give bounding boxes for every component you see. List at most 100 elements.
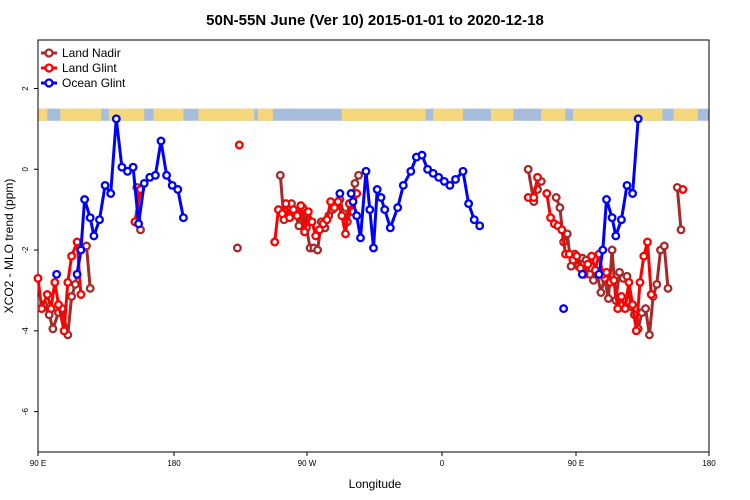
- land-band-segment: [490, 108, 514, 121]
- y-tick-label: 0: [21, 166, 30, 171]
- data-point-ocean-glint: [602, 195, 611, 204]
- data-point-land-nadir: [596, 288, 606, 297]
- data-point-ocean-glint: [611, 231, 621, 241]
- data-point-land-nadir: [551, 193, 561, 202]
- data-point-ocean-glint: [451, 174, 460, 184]
- data-point-ocean-glint: [139, 178, 149, 188]
- land-band-segment: [257, 108, 273, 121]
- axes: 90 E 180 90 W 0 90 E 180 -6 -4 -2 0 2: [21, 86, 716, 468]
- data-point-land-nadir: [67, 292, 77, 301]
- land-ocean-band: [38, 108, 709, 121]
- series-line-ocean-glint: [75, 117, 185, 275]
- land-band-segment: [153, 108, 184, 121]
- data-point-land-glint: [37, 304, 47, 314]
- data-point-land-glint: [631, 326, 641, 336]
- data-point-land-glint: [602, 267, 611, 277]
- data-point-ocean-glint: [380, 205, 390, 215]
- data-point-ocean-glint: [406, 166, 416, 176]
- data-point-land-glint: [54, 300, 63, 310]
- data-point-land-glint: [572, 251, 582, 261]
- data-point-land-nadir: [615, 267, 624, 277]
- legend-label-ocean-glint: Ocean Glint: [62, 76, 126, 90]
- data-point-land-glint: [546, 213, 556, 223]
- data-point-land-nadir: [85, 283, 95, 293]
- data-point-land-nadir: [294, 221, 304, 231]
- series-line-land-nadir: [675, 187, 683, 230]
- plot-frame: [37, 39, 710, 453]
- data-point-land-nadir: [641, 304, 651, 314]
- data-point-land-glint: [341, 229, 350, 239]
- legend-marker-land-glint: [44, 63, 54, 73]
- data-point-ocean-glint: [173, 185, 183, 194]
- data-point-land-glint: [270, 237, 280, 247]
- data-point-land-nadir: [232, 243, 242, 253]
- data-point-land-glint: [624, 277, 634, 287]
- data-point-land-glint: [307, 217, 317, 227]
- data-point-ocean-glint: [398, 180, 408, 190]
- legend-marker-ocean-glint: [44, 78, 54, 88]
- data-point-ocean-glint: [393, 203, 403, 213]
- data-point-land-glint: [337, 211, 347, 221]
- data-point-ocean-glint: [80, 195, 90, 204]
- y-axis-label: XCO2 - MLO trend (ppm): [2, 179, 16, 314]
- data-point-land-nadir: [82, 241, 91, 251]
- data-point-ocean-glint: [385, 223, 395, 233]
- data-point-land-nadir: [354, 170, 364, 180]
- data-point-ocean-glint: [346, 189, 356, 198]
- data-point-land-glint: [46, 304, 56, 314]
- data-point-ocean-glint: [365, 205, 375, 215]
- data-point-land-glint: [678, 185, 688, 194]
- data-point-ocean-glint: [607, 213, 617, 223]
- data-point-ocean-glint: [76, 245, 86, 255]
- land-band-segment: [38, 108, 48, 121]
- chart-title: 50N-55N June (Ver 10) 2015-01-01 to 2020…: [206, 12, 544, 29]
- data-point-land-glint: [42, 290, 52, 299]
- x-tick-label: 90 E: [30, 459, 46, 468]
- data-point-land-glint: [288, 205, 298, 215]
- data-point-ocean-glint: [372, 185, 382, 194]
- data-point-ocean-glint: [356, 233, 365, 243]
- data-point-ocean-glint: [628, 189, 638, 198]
- data-point-ocean-glint: [423, 164, 433, 174]
- land-band-segment: [198, 108, 255, 121]
- data-point-land-glint: [533, 172, 542, 182]
- data-point-ocean-glint: [123, 166, 132, 176]
- x-tick-label: 180: [702, 459, 716, 468]
- data-point-ocean-glint: [469, 215, 479, 225]
- data-point-ocean-glint: [348, 197, 358, 207]
- data-point-land-glint: [542, 189, 552, 198]
- data-point-land-glint: [50, 277, 60, 287]
- data-point-land-nadir: [659, 241, 669, 251]
- data-point-land-glint: [322, 215, 332, 225]
- x-tick-label: 0: [440, 459, 445, 468]
- data-point-ocean-glint: [117, 162, 127, 172]
- data-point-land-glint: [63, 277, 73, 287]
- data-point-land-nadir: [676, 225, 686, 235]
- data-point-ocean-glint: [352, 211, 362, 221]
- data-point-land-nadir: [48, 324, 58, 334]
- data-point-land-glint: [587, 251, 597, 261]
- data-point-land-glint: [59, 326, 69, 336]
- data-point-land-nadir: [523, 164, 533, 174]
- data-point-ocean-glint: [633, 114, 643, 124]
- data-point-land-glint: [329, 203, 339, 213]
- data-point-ocean-glint: [464, 199, 474, 209]
- x-tick-label: 90 E: [568, 459, 584, 468]
- data-point-land-glint: [529, 193, 539, 202]
- data-point-land-nadir: [70, 279, 80, 289]
- data-point-ocean-glint: [52, 269, 62, 279]
- data-point-land-glint: [628, 300, 638, 310]
- y-tick-label: 2: [21, 86, 30, 91]
- data-point-ocean-glint: [162, 170, 172, 180]
- legend-label-land-glint: Land Glint: [62, 61, 117, 75]
- data-point-ocean-glint: [445, 180, 455, 190]
- data-point-land-nadir: [313, 245, 323, 255]
- data-point-ocean-glint: [616, 215, 626, 225]
- data-point-land-glint: [234, 140, 244, 150]
- data-point-land-glint: [300, 227, 309, 237]
- data-point-ocean-glint: [376, 193, 386, 202]
- land-band-segment: [341, 108, 426, 121]
- data-point-land-glint: [296, 201, 306, 211]
